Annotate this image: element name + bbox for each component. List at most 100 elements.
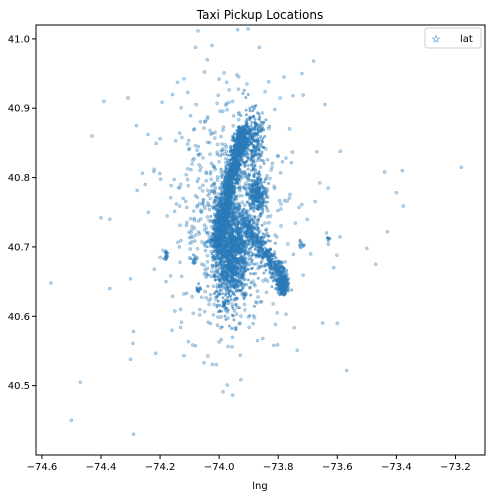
data-point (178, 325, 183, 330)
data-point (182, 292, 186, 296)
data-point (146, 132, 150, 137)
data-point (213, 265, 218, 269)
data-point (206, 203, 210, 208)
data-point (253, 152, 257, 156)
data-point (273, 241, 277, 245)
y-tick-label: 40.8 (8, 173, 30, 184)
data-point (234, 138, 238, 142)
data-point (268, 239, 272, 243)
data-point (179, 320, 184, 325)
data-point (185, 177, 190, 182)
data-point (252, 192, 256, 196)
data-point (258, 300, 263, 304)
data-point (251, 115, 255, 119)
data-point (250, 217, 254, 222)
data-point (231, 152, 236, 157)
data-point (224, 144, 229, 149)
data-point (228, 263, 232, 268)
data-point (211, 313, 216, 317)
data-point (228, 165, 232, 169)
data-point (290, 150, 295, 154)
data-point (260, 223, 264, 227)
data-point (223, 254, 227, 258)
data-point (242, 163, 247, 168)
data-point (224, 80, 229, 85)
data-point (152, 267, 157, 272)
data-point (268, 176, 272, 181)
data-point (191, 311, 195, 316)
data-point (231, 279, 235, 283)
data-point (187, 146, 192, 151)
data-point (260, 127, 265, 131)
data-point (264, 147, 268, 151)
data-point (257, 265, 261, 269)
data-point (227, 255, 231, 259)
data-point (170, 328, 174, 333)
x-tick-label: −73.6 (322, 462, 353, 473)
data-point (236, 208, 241, 212)
data-point (231, 260, 235, 264)
data-point (212, 292, 216, 296)
data-point (257, 169, 261, 173)
data-point (235, 226, 240, 230)
data-point (192, 156, 196, 161)
data-point (263, 246, 267, 250)
data-point (298, 244, 302, 248)
data-point (300, 71, 304, 76)
data-point (237, 204, 242, 209)
data-point (221, 389, 225, 394)
data-point (242, 125, 247, 129)
data-point (265, 208, 270, 213)
data-point (238, 353, 243, 358)
data-point (240, 200, 245, 204)
data-point (215, 152, 220, 157)
data-point (259, 253, 264, 258)
data-point (202, 70, 207, 74)
data-point (248, 116, 252, 120)
data-point (108, 286, 112, 291)
data-point (203, 248, 208, 253)
data-point (245, 192, 249, 196)
data-point (177, 245, 182, 249)
data-point (247, 253, 251, 257)
data-point (247, 225, 251, 229)
data-point (195, 288, 199, 292)
data-point (233, 195, 238, 200)
data-point (221, 246, 225, 251)
data-point (198, 168, 202, 173)
data-point (238, 268, 242, 272)
data-point (385, 229, 390, 234)
data-point (254, 227, 258, 231)
data-point (232, 235, 237, 239)
data-point (203, 289, 207, 294)
data-point (249, 272, 253, 276)
data-point (172, 309, 177, 313)
data-point (209, 189, 214, 193)
data-point (165, 214, 169, 218)
data-point (205, 253, 210, 258)
data-point (232, 171, 237, 176)
data-point (244, 224, 248, 228)
data-point (251, 233, 256, 237)
data-point (266, 195, 270, 199)
data-point (143, 182, 148, 187)
data-point (275, 280, 280, 284)
data-point (253, 271, 258, 276)
data-point (271, 302, 276, 306)
data-point (184, 172, 188, 177)
data-point (256, 193, 260, 197)
data-point (246, 125, 250, 129)
data-point (265, 279, 270, 283)
data-point (308, 252, 313, 256)
data-point (230, 134, 235, 139)
data-point (197, 232, 201, 236)
data-point (241, 225, 245, 229)
data-point (264, 268, 268, 272)
data-point (239, 271, 243, 276)
data-point (277, 261, 281, 265)
data-point (246, 219, 250, 223)
data-point (272, 186, 277, 191)
data-point (235, 281, 239, 285)
data-point (199, 287, 203, 291)
data-point (215, 101, 219, 106)
